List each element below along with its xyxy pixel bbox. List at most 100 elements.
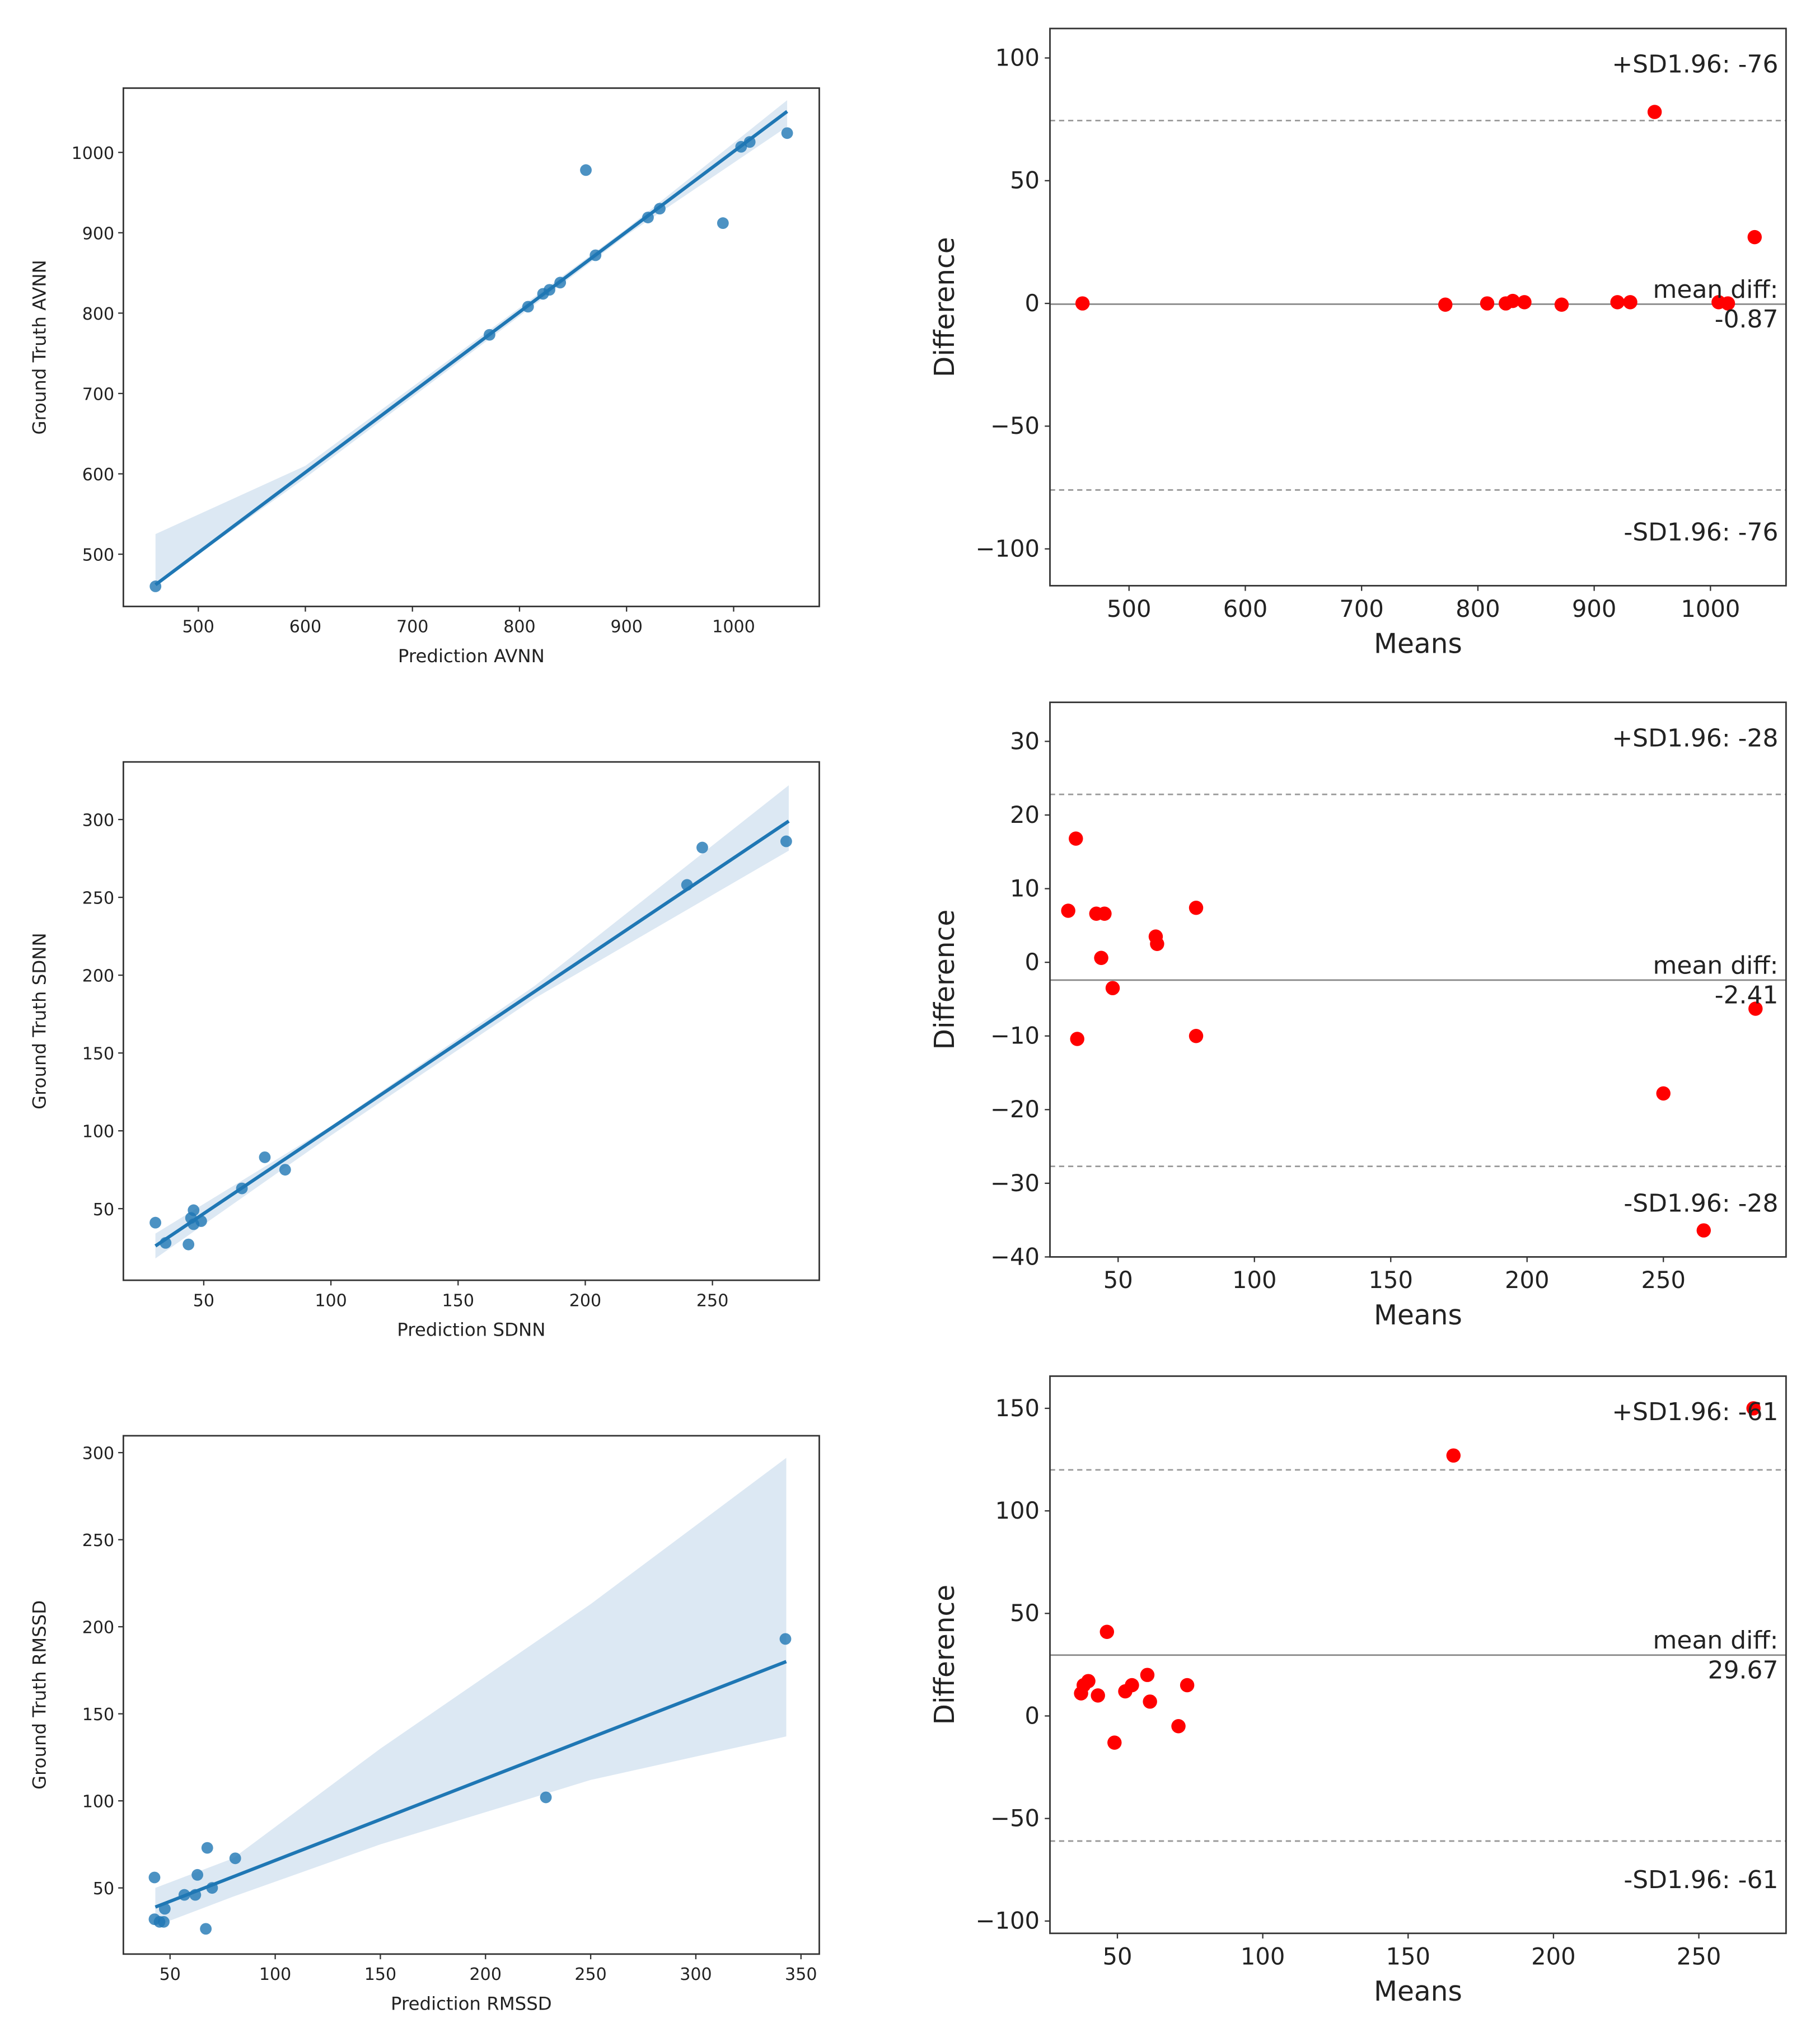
- data-point: [1610, 295, 1625, 310]
- mean-diff-value: -0.87: [1715, 305, 1779, 334]
- bland-altman-plot: 50 100 150 200 250 −100 −50 0 50 100 150 Means Diffe…: [929, 1375, 1787, 2007]
- regression-plot: 50 100 150 200 250 50 100 150 200 250 300 Predictio…: [29, 761, 820, 1341]
- data-point: [1070, 1032, 1084, 1046]
- data-point: [1171, 1719, 1186, 1734]
- y-tick-label: −50: [990, 412, 1040, 439]
- y-tick-label: 300: [82, 811, 114, 831]
- y-tick-label: 200: [82, 1618, 114, 1638]
- y-tick-label: 20: [1010, 801, 1040, 828]
- plot-frame: [122, 1435, 820, 1955]
- x-tick-label: 200: [470, 1965, 502, 1984]
- y-tick-label: 250: [82, 889, 114, 909]
- y-tick-label: 50: [1010, 1599, 1040, 1627]
- y-tick-label: −40: [990, 1243, 1040, 1270]
- data-point: [259, 1151, 271, 1163]
- mean-diff-value: 29.67: [1708, 1656, 1779, 1684]
- data-point: [1189, 901, 1204, 915]
- data-point: [1150, 936, 1164, 951]
- lower-limit-annotation: -SD1.96: -61: [1624, 1866, 1778, 1894]
- data-point: [1189, 1028, 1204, 1043]
- lower-limit-annotation: -SD1.96: -76: [1624, 518, 1778, 546]
- x-axis-label: Prediction SDNN: [397, 1319, 545, 1341]
- regression-line: [154, 820, 790, 1248]
- upper-limit-annotation: +SD1.96: -76: [1612, 50, 1778, 79]
- y-tick-label: 300: [82, 1444, 114, 1464]
- x-tick-label: 700: [1339, 595, 1384, 622]
- y-tick-label: 100: [82, 1122, 114, 1142]
- data-point: [1746, 1401, 1761, 1416]
- x-tick-label: 100: [315, 1291, 347, 1310]
- x-tick-label: 500: [183, 617, 214, 637]
- plot-frame: [122, 761, 820, 1281]
- y-axis-label: Difference: [929, 1585, 961, 1725]
- data-point: [201, 1842, 213, 1854]
- data-point: [1140, 1668, 1155, 1682]
- data-point: [781, 127, 793, 139]
- y-tick-label: 50: [1010, 167, 1040, 194]
- x-tick-label: 900: [1572, 595, 1617, 622]
- y-tick-label: 200: [82, 967, 114, 986]
- data-point: [1748, 1001, 1763, 1016]
- data-point: [1747, 230, 1762, 245]
- x-tick-label: 900: [611, 617, 643, 637]
- x-axis-label: Means: [1374, 1300, 1462, 1331]
- data-point: [580, 164, 592, 176]
- y-tick-label: 30: [1010, 727, 1040, 755]
- x-tick-label: 1000: [1681, 595, 1740, 622]
- data-point: [1061, 903, 1075, 918]
- x-tick-label: 250: [696, 1291, 728, 1310]
- x-tick-label: 50: [1102, 1942, 1132, 1970]
- data-point: [149, 1216, 162, 1229]
- y-tick-label: −100: [976, 1907, 1040, 1935]
- data-point: [188, 1204, 200, 1216]
- data-point: [1094, 950, 1108, 965]
- mean-diff-label: mean diff:: [1653, 275, 1779, 304]
- data-point: [1505, 293, 1520, 308]
- data-point: [696, 841, 708, 854]
- data-point: [540, 1791, 552, 1804]
- confidence-band: [155, 1458, 787, 1927]
- y-tick-label: 0: [1024, 948, 1040, 976]
- y-axis-label: Difference: [929, 237, 961, 377]
- y-tick-label: 150: [995, 1394, 1040, 1422]
- data-point: [1517, 295, 1532, 310]
- regression-line: [155, 1660, 787, 1909]
- x-tick-label: 500: [1107, 595, 1152, 622]
- x-tick-label: 50: [160, 1965, 181, 1984]
- y-tick-label: −10: [990, 1022, 1040, 1050]
- y-tick-label: 1000: [72, 144, 115, 163]
- x-tick-label: 150: [1386, 1942, 1431, 1970]
- data-point: [1143, 1694, 1157, 1709]
- x-tick-label: 150: [364, 1965, 396, 1984]
- x-tick-label: 200: [1531, 1942, 1576, 1970]
- data-point: [780, 835, 792, 847]
- y-tick-label: 0: [1024, 1702, 1040, 1729]
- data-point: [1647, 105, 1662, 119]
- data-point: [158, 1916, 170, 1928]
- y-tick-label: 150: [82, 1045, 114, 1064]
- data-point: [1696, 1223, 1711, 1238]
- x-tick-label: 50: [193, 1291, 214, 1310]
- x-tick-label: 200: [569, 1291, 601, 1310]
- upper-limit-annotation: +SD1.96: -28: [1612, 724, 1778, 752]
- data-point: [1656, 1086, 1671, 1101]
- y-tick-label: 50: [93, 1200, 114, 1220]
- y-tick-label: 100: [995, 44, 1040, 71]
- plot-frame: [1049, 27, 1787, 587]
- y-axis-label: Difference: [929, 910, 961, 1050]
- x-tick-label: 300: [680, 1965, 712, 1984]
- data-point: [779, 1633, 792, 1645]
- plot-frame: [1049, 701, 1787, 1258]
- data-point: [183, 1238, 195, 1251]
- x-tick-label: 100: [259, 1965, 291, 1984]
- data-point: [1100, 1624, 1115, 1639]
- x-tick-label: 1000: [712, 617, 755, 637]
- mean-diff-label: mean diff:: [1653, 951, 1779, 980]
- y-tick-label: −20: [990, 1095, 1040, 1123]
- data-point: [1125, 1678, 1139, 1693]
- regression-plot: 50 100 150 200 250 300 350 50 100 150 200 250 300 Pre…: [29, 1435, 820, 2014]
- x-tick-label: 200: [1505, 1266, 1550, 1294]
- x-tick-label: 700: [396, 617, 428, 637]
- mean-diff-label: mean diff:: [1653, 1626, 1779, 1655]
